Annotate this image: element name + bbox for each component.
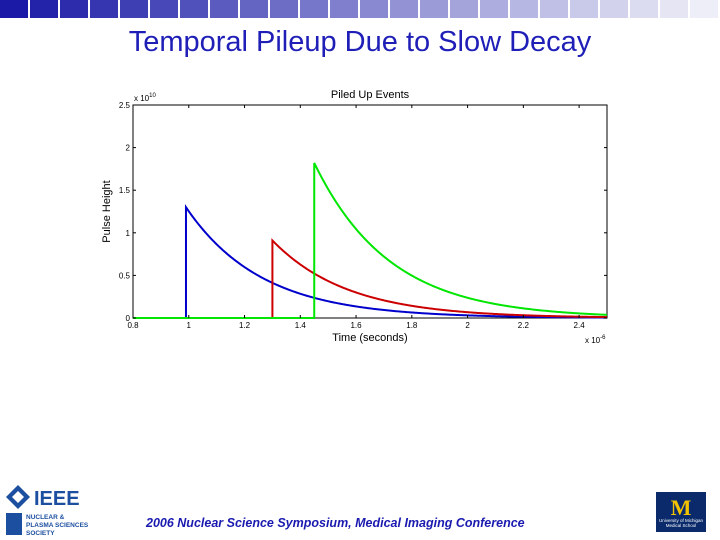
- x-tick-label: 2.4: [574, 321, 586, 330]
- gradient-bar-segment: [390, 0, 418, 18]
- gradient-bar-segment: [270, 0, 298, 18]
- gradient-bar-segment: [60, 0, 88, 18]
- gradient-bar-segment: [510, 0, 538, 18]
- ieee-wordmark: IEEE: [34, 488, 80, 510]
- gradient-bar-segment: [570, 0, 598, 18]
- gradient-bar-segment: [600, 0, 628, 18]
- gradient-bar-segment: [330, 0, 358, 18]
- y-tick-label: 1.5: [119, 186, 131, 195]
- gradient-bar-segment: [120, 0, 148, 18]
- x-tick-label: 2.2: [518, 321, 530, 330]
- title-gradient-bar: [0, 0, 720, 18]
- gradient-bar-segment: [420, 0, 448, 18]
- gradient-bar-segment: [90, 0, 118, 18]
- ieee-npss-logo: IEEE NUCLEAR & PLASMA SCIENCES SOCIETY: [6, 485, 89, 537]
- x-tick-label: 1.4: [295, 321, 307, 330]
- npss-line-3: SOCIETY: [26, 530, 55, 537]
- gradient-bar-segment: [540, 0, 568, 18]
- gradient-bar-segment: [660, 0, 688, 18]
- x-axis-label: Time (seconds): [332, 332, 407, 344]
- gradient-bar-segment: [240, 0, 268, 18]
- series-1-line: [133, 204, 608, 319]
- ieee-diamond-inner-icon: [12, 491, 24, 503]
- y-axis-label: Pulse Height: [101, 180, 113, 242]
- umich-caption-line-1: University of Michigan: [658, 518, 703, 523]
- gradient-bar-segment: [360, 0, 388, 18]
- gradient-bar-segment: [180, 0, 208, 18]
- npss-emblem-icon: [6, 513, 22, 535]
- gradient-bar-segment: [690, 0, 718, 18]
- y-tick-label: 2: [126, 144, 131, 153]
- gradient-bar-segment: [630, 0, 658, 18]
- gradient-bar-segment: [480, 0, 508, 18]
- gradient-bar-segment: [210, 0, 238, 18]
- x-tick-label: 1.8: [406, 321, 418, 330]
- npss-line-2: PLASMA SCIENCES: [26, 522, 89, 529]
- gradient-bar-segment: [450, 0, 478, 18]
- umich-caption-line-2: Medical School: [665, 523, 697, 528]
- gradient-bar-segment: [30, 0, 58, 18]
- gradient-bar-segment: [0, 0, 28, 18]
- x-tick-label: 1: [187, 321, 192, 330]
- y-axis-multiplier: x 1010: [134, 93, 156, 103]
- npss-line-1: NUCLEAR &: [26, 514, 65, 521]
- y-tick-label: 1: [126, 229, 131, 238]
- slide-title: Temporal Pileup Due to Slow Decay: [128, 26, 592, 58]
- x-tick-label: 1.6: [350, 321, 362, 330]
- y-tick-label: 0.5: [119, 271, 131, 280]
- umich-block-m: M: [670, 495, 692, 520]
- umich-medical-school-logo: M University of Michigan Medical School: [656, 492, 706, 532]
- x-axis-multiplier: x 10-6: [585, 335, 606, 345]
- y-tick-label: 2.5: [119, 101, 131, 110]
- y-tick-label: 0: [126, 314, 131, 323]
- series-3-line: [133, 162, 608, 319]
- pileup-chart: 0.8 1 1.2 1.4 1.6 1.8 2 2.2 2.4 0 0.5 1 1.5 2 2.5 Piled…: [101, 89, 608, 345]
- x-tick-label: 1.2: [239, 321, 251, 330]
- x-tick-label: 0.8: [127, 321, 139, 330]
- gradient-bar-segment: [300, 0, 328, 18]
- plot-frame: [132, 104, 608, 319]
- gradient-bar-segment: [150, 0, 178, 18]
- chart-title: Piled Up Events: [331, 89, 410, 101]
- footer-conference-text: 2006 Nuclear Science Symposium, Medical …: [146, 516, 525, 530]
- x-tick-label: 2: [465, 321, 470, 330]
